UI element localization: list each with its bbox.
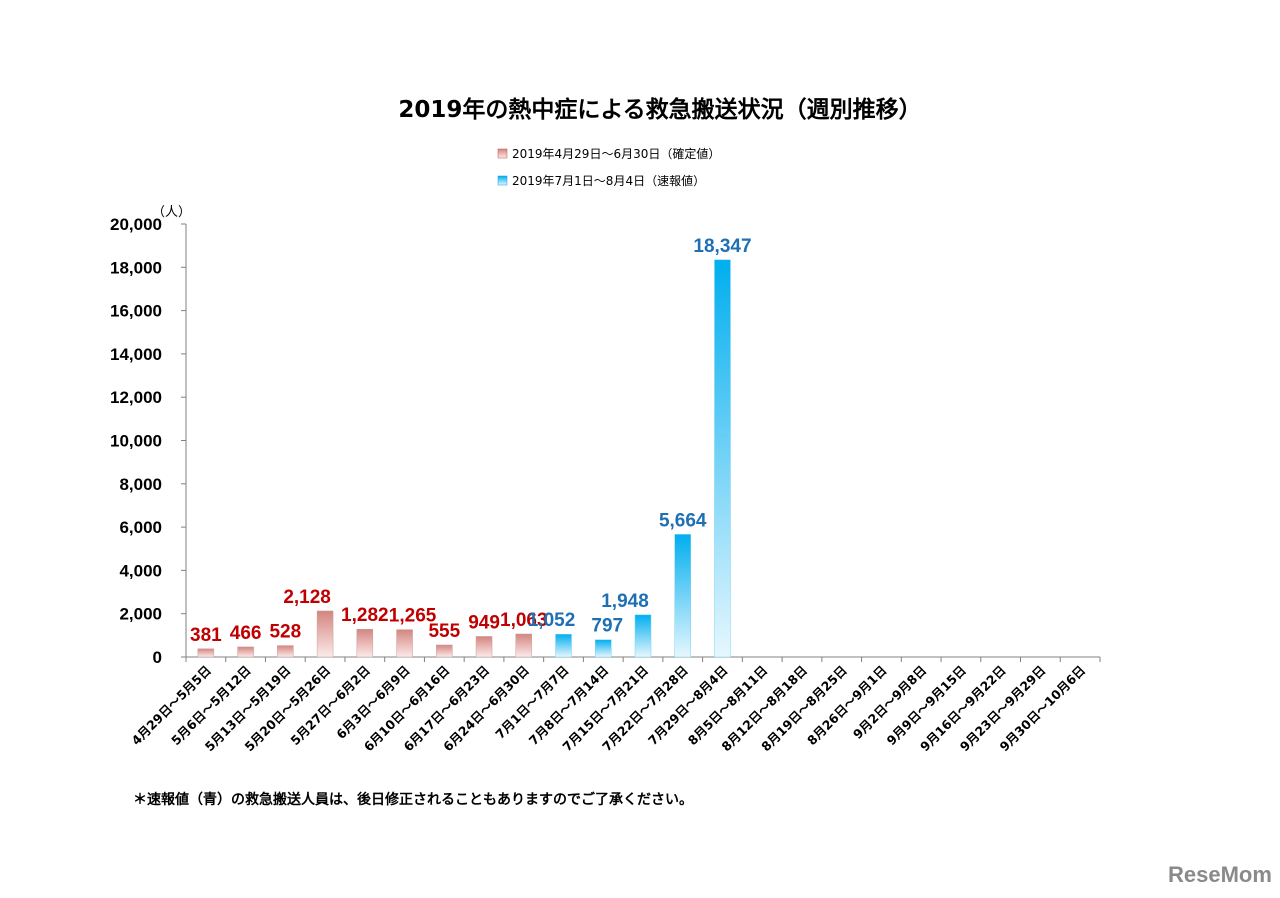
legend: 2019年4月29日～6月30日（確定値） 2019年7月1日～8月4日（速報値… (497, 146, 720, 188)
data-label: 466 (230, 623, 262, 644)
data-label: 1,052 (528, 610, 576, 631)
y-tick-label: 18,000 (110, 258, 162, 277)
bar (634, 614, 652, 658)
y-tick-label: 14,000 (110, 345, 162, 364)
data-label: 528 (269, 622, 301, 643)
watermark-logo: ReseMom (1168, 862, 1272, 887)
x-tick-labels: 4月29日～5月5日5月6日～5月12日5月13日～5月19日5月20日～5月2… (128, 663, 1088, 755)
bar (356, 628, 374, 658)
data-label: 1,948 (601, 591, 649, 612)
bar (714, 259, 731, 658)
y-tick-label: 20,000 (110, 215, 162, 234)
data-label: 555 (428, 621, 460, 642)
y-tick-label: 10,000 (110, 432, 162, 451)
y-tick-labels: 0 2,000 4,000 6,000 8,000 10,000 12,000 14,000 1… (110, 215, 162, 667)
bar (674, 534, 691, 658)
y-tick-label: 16,000 (110, 302, 162, 321)
bar (555, 633, 572, 658)
y-axis-unit: （人） (152, 205, 191, 220)
y-tick-label: 6,000 (119, 518, 162, 537)
y-tick-label: 12,000 (110, 388, 162, 407)
data-label: 2,128 (283, 587, 331, 608)
bar (277, 645, 294, 658)
footnote: ＊速報値（青）の救急搬送人員は、後日修正されることもありますのでご了承ください。 (133, 791, 693, 808)
legend-swatch-confirmed (497, 148, 508, 159)
chart-title: 2019年の熱中症による救急搬送状況（週別推移） (398, 96, 921, 123)
data-label: 1,265 (389, 606, 437, 627)
legend-label-preliminary: 2019年7月1日～8月4日（速報値） (512, 173, 705, 188)
data-label: 381 (190, 625, 222, 646)
data-label: 949 (468, 612, 500, 633)
bar (436, 644, 453, 658)
data-label: 5,664 (659, 510, 707, 531)
bars (197, 259, 731, 658)
y-tick-label: 0 (153, 648, 162, 667)
bar (396, 629, 413, 658)
bar (237, 646, 254, 658)
y-tick-label: 8,000 (119, 475, 162, 494)
y-tick-label: 2,000 (119, 605, 162, 624)
bar (515, 633, 533, 658)
bar (475, 636, 493, 658)
y-tick-label: 4,000 (119, 561, 162, 580)
data-label: 1,282 (341, 605, 389, 626)
bar (595, 639, 612, 658)
data-label: 18,347 (693, 236, 751, 257)
legend-swatch-preliminary (497, 175, 508, 186)
data-label: 1,063 (500, 610, 548, 631)
bar (197, 648, 215, 658)
legend-label-confirmed: 2019年4月29日～6月30日（確定値） (512, 146, 720, 161)
bar (316, 610, 334, 658)
data-label: 797 (591, 616, 623, 637)
